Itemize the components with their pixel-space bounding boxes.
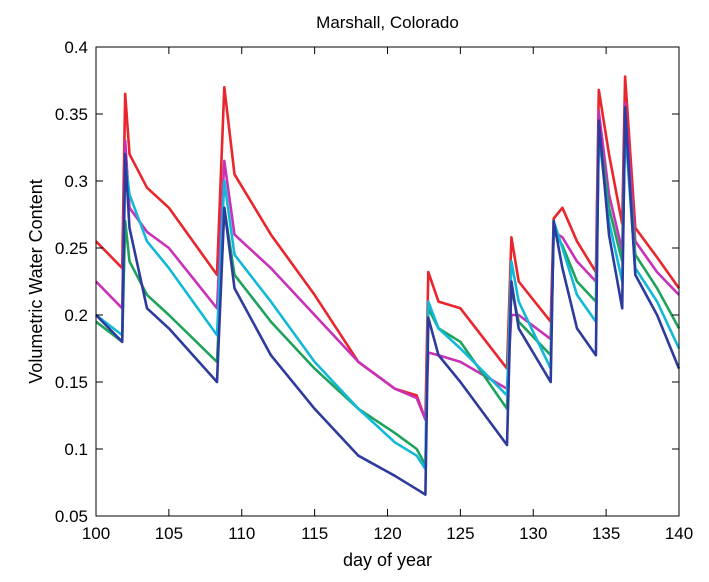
x-tick-label: 115 [301,524,328,543]
x-tick-label: 110 [228,524,255,543]
series-line-1 [95,75,681,421]
series-line-5 [95,106,681,496]
y-tick-label: 0.2 [64,306,88,325]
x-tick-label: 130 [519,524,547,543]
series-layer [95,75,681,496]
y-tick-label: 0.15 [55,373,88,392]
x-tick-label: 125 [446,524,474,543]
x-tick-label: 140 [665,524,693,543]
x-tick-label: 135 [592,524,620,543]
y-tick-label: 0.05 [55,507,88,526]
y-axis: 0.05 0.1 0.15 0.2 0.25 0.3 0.35 0.4 [55,38,679,526]
y-tick-label: 0.35 [55,105,88,124]
chart-title: Marshall, Colorado [316,13,459,32]
x-tick-label: 100 [82,524,110,543]
y-tick-label: 0.3 [64,172,88,191]
y-tick-label: 0.25 [55,239,88,258]
x-axis-label: day of year [343,550,432,570]
plot-background [96,47,679,516]
x-tick-label: 105 [155,524,183,543]
y-tick-label: 0.1 [64,440,88,459]
y-tick-label: 0.4 [64,38,88,57]
x-axis: 100 105 110 115 120 125 130 135 140 [82,47,693,543]
x-tick-label: 120 [373,524,401,543]
y-axis-label: Volumetric Water Content [26,179,46,383]
